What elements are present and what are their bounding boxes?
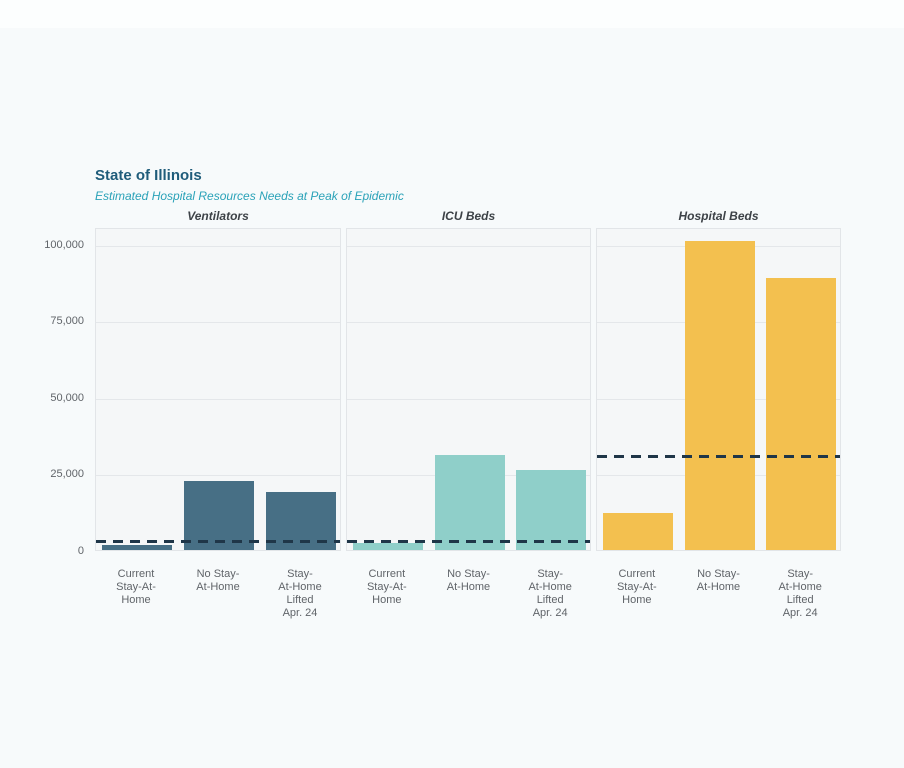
- gridline: [347, 245, 590, 247]
- gridline: [96, 322, 340, 324]
- bar: [766, 277, 837, 550]
- panel-title: ICU Beds: [441, 209, 496, 223]
- gridline: [347, 322, 590, 324]
- plot-area: [346, 228, 591, 551]
- x-tick-label: No Stay- At-Home: [196, 568, 240, 593]
- chart-subtitle: Estimated Hospital Resources Needs at Pe…: [95, 189, 404, 203]
- x-tick-label: Stay- At-Home Lifted Apr. 24: [278, 568, 322, 619]
- bar: [352, 543, 423, 550]
- y-axis: 0 25,000 50,000 75,000 100,000: [0, 228, 84, 557]
- bar: [184, 481, 254, 550]
- x-axis-labels: Current Stay-At- Home No Stay- At-Home Sta…: [346, 568, 591, 624]
- bar: [602, 513, 673, 550]
- x-tick-label: No Stay- At-Home: [446, 568, 491, 593]
- x-tick-label: Stay- At-Home Lifted Apr. 24: [528, 568, 572, 619]
- y-tick-label: 0: [77, 545, 84, 557]
- top-strip: [0, 0, 904, 28]
- x-axis-labels: Current Stay-At- Home No Stay- At-Home Sta…: [596, 568, 841, 624]
- x-tick-label: Stay- At-Home Lifted Apr. 24: [778, 568, 822, 619]
- bar: [684, 240, 755, 550]
- gridline: [347, 398, 590, 400]
- x-tick-label: Current Stay-At- Home: [366, 568, 407, 606]
- panel-ventilators: Ventilators Current Stay-At- Home No Stay-…: [95, 209, 341, 624]
- chart-title: State of Illinois: [95, 167, 202, 184]
- y-tick-label: 25,000: [50, 468, 84, 481]
- capacity-dashed-line: [597, 454, 840, 458]
- x-tick-label: Current Stay-At- Home: [616, 568, 657, 606]
- plot-area: [95, 228, 341, 551]
- y-tick-label: 75,000: [50, 315, 84, 328]
- panel-icu-beds: ICU Beds Current Stay-At- Home No Stay- At…: [346, 209, 591, 624]
- x-axis-labels: Current Stay-At- Home No Stay- At-Home Sta…: [95, 568, 341, 624]
- capacity-dashed-line: [96, 540, 340, 544]
- y-tick-label: 50,000: [50, 391, 84, 404]
- y-tick-label: 100,000: [44, 238, 84, 251]
- bar: [434, 455, 505, 550]
- gridline: [96, 245, 340, 247]
- panel-title: Hospital Beds: [678, 209, 759, 223]
- capacity-dashed-line: [347, 540, 590, 544]
- bar: [516, 470, 587, 550]
- gridline: [96, 398, 340, 400]
- x-tick-label: Current Stay-At- Home: [116, 568, 156, 606]
- bar: [102, 545, 172, 550]
- plot-area: [596, 228, 841, 551]
- panel-title: Ventilators: [187, 209, 249, 223]
- panel-hospital-beds: Hospital Beds Current Stay-At- Home No Sta…: [596, 209, 841, 624]
- gridline: [96, 475, 340, 477]
- x-tick-label: No Stay- At-Home: [696, 568, 741, 593]
